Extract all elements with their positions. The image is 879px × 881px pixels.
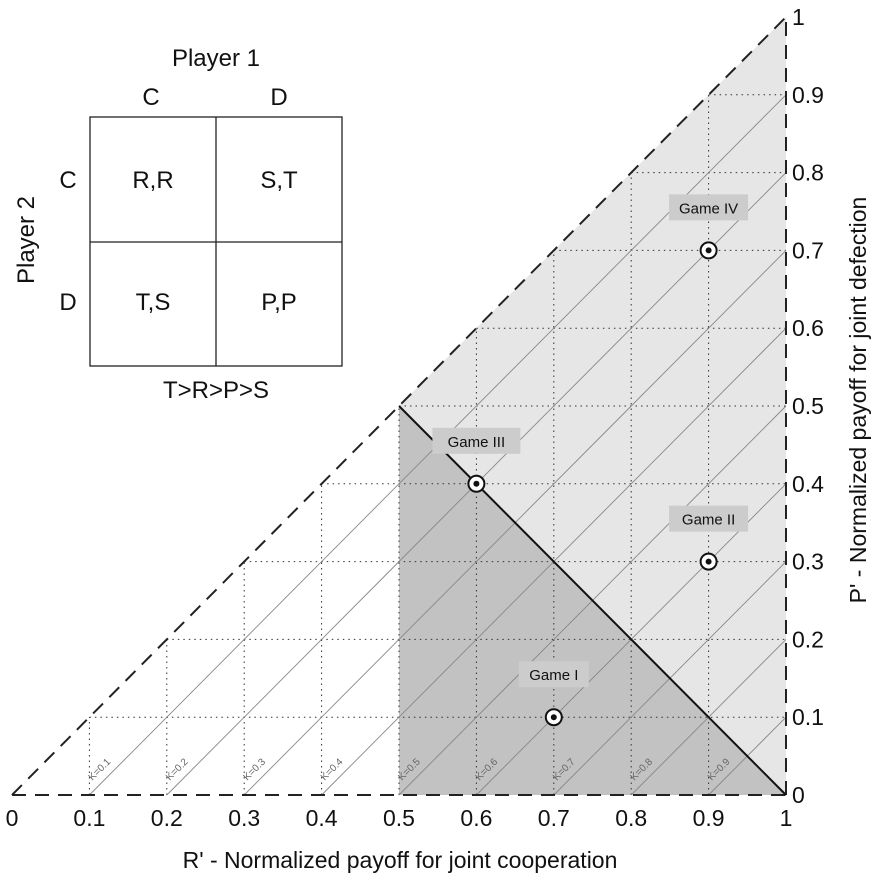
game-point xyxy=(473,480,480,487)
x-tick-label: 1 xyxy=(780,805,793,831)
y-axis-ticks: 0 0.1 0.2 0.3 0.4 0.5 0.6 0.7 0.8 0.9 1 xyxy=(792,4,824,808)
k-line-label: K=0.2 xyxy=(164,756,191,783)
game-label-background xyxy=(432,427,521,454)
y-tick-label: 0.2 xyxy=(792,626,824,652)
matrix-column-player-label: Player 1 xyxy=(172,45,260,72)
solid-boundary-line xyxy=(398,405,787,796)
x-tick-label: 0 xyxy=(6,805,19,831)
game-point xyxy=(705,558,712,565)
matrix-cell-dc: T,S xyxy=(136,289,171,316)
matrix-caption: T>R>P>S xyxy=(163,377,269,404)
y-tick-label: 0.9 xyxy=(792,82,824,108)
game-points: Game I Game II Game III Game IV xyxy=(432,194,749,727)
matrix-cell-cc: R,R xyxy=(132,167,173,194)
k-line-label: K=0.3 xyxy=(242,756,269,783)
game-point xyxy=(705,247,712,254)
k-line-label: K=0.4 xyxy=(319,756,346,783)
game-label: Game I xyxy=(529,667,578,684)
x-tick-label: 0.7 xyxy=(538,805,570,831)
y-tick-label: 0.4 xyxy=(792,471,824,497)
y-tick-label: 0 xyxy=(792,782,805,808)
y-tick-label: 0.3 xyxy=(792,549,824,575)
y-tick-label: 1 xyxy=(792,4,805,30)
matrix-column-label-d: D xyxy=(270,84,287,111)
matrix-row-label-d: D xyxy=(59,289,76,316)
x-tick-label: 0.1 xyxy=(73,805,105,831)
payoff-matrix: Player 1 C D Player 2 C D R,R S,T T,S P,… xyxy=(13,45,343,404)
y-axis-title: P' - Normalized payoff for joint defecti… xyxy=(845,197,871,604)
y-tick-label: 0.1 xyxy=(792,704,824,730)
x-tick-label: 0.5 xyxy=(383,805,415,831)
game-label-background xyxy=(669,194,749,221)
y-tick-label: 0.6 xyxy=(792,315,824,341)
matrix-row-player-label: Player 2 xyxy=(13,196,40,284)
y-tick-label: 0.8 xyxy=(792,160,824,186)
x-axis-ticks: 0 0.1 0.2 0.3 0.4 0.5 0.6 0.7 0.8 0.9 1 xyxy=(6,805,793,831)
matrix-cell-cd: S,T xyxy=(260,167,298,194)
game-label: Game II xyxy=(682,512,735,529)
x-tick-label: 0.3 xyxy=(228,805,260,831)
x-tick-label: 0.8 xyxy=(615,805,647,831)
y-tick-label: 0.7 xyxy=(792,237,824,263)
y-tick-label: 0.5 xyxy=(792,393,824,419)
game-label: Game III xyxy=(448,434,506,451)
matrix-column-label-c: C xyxy=(142,84,159,111)
k-line-label: K=0.1 xyxy=(87,756,114,783)
x-tick-label: 0.2 xyxy=(151,805,183,831)
matrix-row-label-c: C xyxy=(59,167,76,194)
x-tick-label: 0.6 xyxy=(460,805,492,831)
game-label: Game IV xyxy=(679,200,738,217)
x-tick-label: 0.4 xyxy=(306,805,338,831)
game-label-background xyxy=(518,661,589,688)
game-label-background xyxy=(669,505,749,532)
game-point xyxy=(550,714,557,721)
x-axis-title: R' - Normalized payoff for joint coopera… xyxy=(183,847,618,873)
triangle-frame xyxy=(11,16,787,796)
x-tick-label: 0.9 xyxy=(693,805,725,831)
matrix-cell-dd: P,P xyxy=(261,289,297,316)
